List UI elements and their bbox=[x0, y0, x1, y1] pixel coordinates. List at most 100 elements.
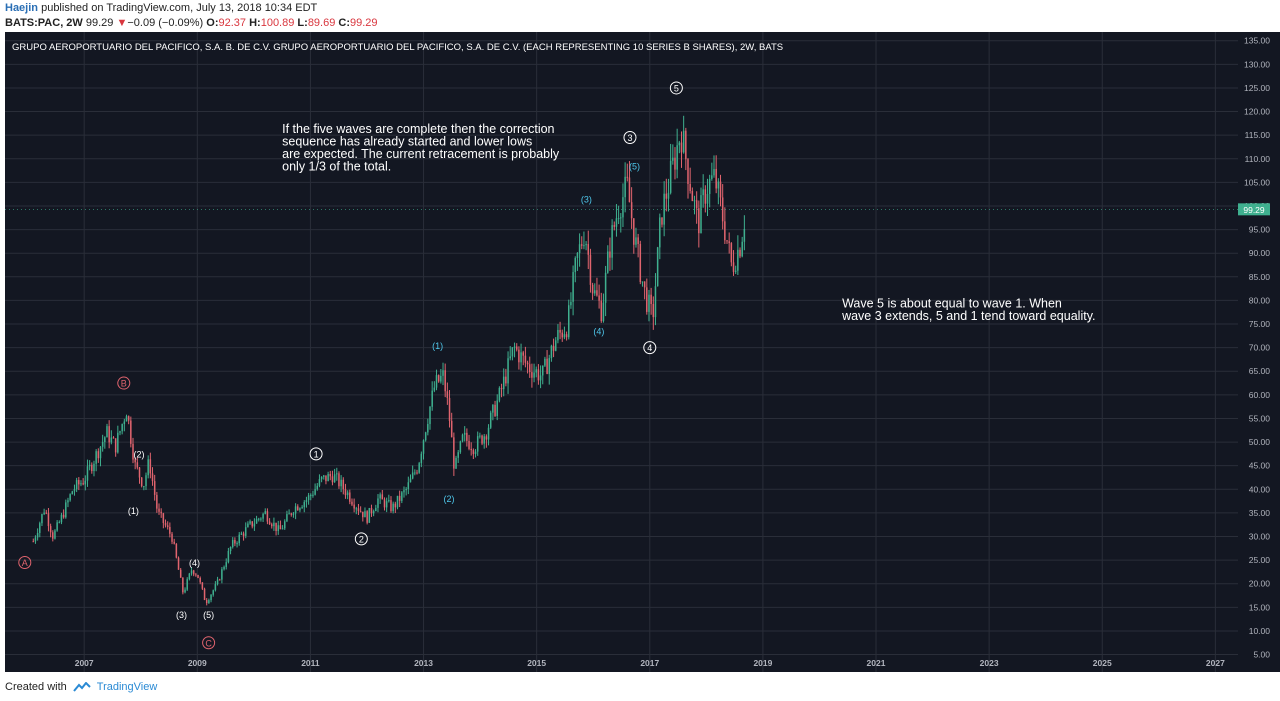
candle-body bbox=[253, 523, 256, 527]
candle-body bbox=[433, 387, 436, 391]
candle-body bbox=[156, 494, 158, 509]
chart-background bbox=[5, 32, 1238, 672]
candle-body bbox=[346, 492, 349, 496]
candle-body bbox=[62, 514, 65, 518]
price-tick-label: 95.00 bbox=[1249, 225, 1271, 235]
close-value: 99.29 bbox=[350, 17, 378, 29]
price-tick-label: 110.00 bbox=[1245, 154, 1271, 164]
wave-label-text: (4) bbox=[189, 558, 200, 568]
down-arrow-icon: ▼ bbox=[116, 17, 128, 29]
candle-body bbox=[197, 574, 199, 578]
candle-body bbox=[153, 481, 156, 495]
candle-body bbox=[242, 533, 245, 536]
low-value: 89.69 bbox=[307, 17, 336, 29]
candle-body bbox=[323, 475, 325, 477]
candle-body bbox=[125, 416, 128, 422]
candle-body bbox=[615, 218, 618, 227]
candle-body bbox=[743, 228, 746, 242]
candle-body bbox=[420, 453, 423, 464]
candle-body bbox=[179, 569, 182, 578]
wave-label-text: (4) bbox=[593, 327, 604, 337]
candle-body bbox=[450, 420, 453, 438]
wave-label-text: (1) bbox=[128, 506, 139, 516]
candle-body bbox=[461, 434, 464, 442]
chart-title: GRUPO AEROPORTUARIO DEL PACIFICO, S.A. B… bbox=[12, 42, 783, 53]
candle-body bbox=[483, 436, 485, 444]
candle-body bbox=[604, 272, 607, 303]
candle-body bbox=[299, 508, 301, 511]
candle-body bbox=[69, 494, 71, 501]
candle-body bbox=[405, 489, 407, 491]
candle-body bbox=[663, 193, 665, 225]
time-axis[interactable]: 2007 2009 2011 2013 2015 2017 2019 2021 2023 2025… bbox=[75, 658, 1225, 668]
open-label: O: bbox=[206, 17, 219, 29]
wave-label-circle bbox=[623, 131, 637, 145]
candle-body bbox=[199, 577, 201, 583]
candle-body bbox=[36, 532, 39, 538]
chart-area[interactable]: GRUPO AEROPORTUARIO DEL PACIFICO, S.A. B… bbox=[0, 32, 1280, 674]
price-axis[interactable]: 5.00 10.00 15.00 20.00 25.00 30.00 35.00 40.00 4… bbox=[1244, 36, 1270, 660]
candle-body bbox=[60, 514, 63, 523]
candle-body bbox=[186, 579, 188, 590]
annotation-text: sequence has already started and lower l… bbox=[282, 134, 532, 148]
author-link[interactable]: Haejin bbox=[5, 2, 39, 14]
publish-date: published on TradingView.com, July 13, 2… bbox=[41, 2, 318, 14]
candle-body bbox=[398, 495, 401, 501]
candle-body bbox=[82, 483, 84, 485]
candle-body bbox=[392, 503, 394, 512]
price-tick-label: 115.00 bbox=[1245, 130, 1271, 140]
candle-body bbox=[594, 290, 596, 294]
candle-body bbox=[581, 244, 583, 246]
candle-body bbox=[104, 437, 106, 443]
candle-body bbox=[264, 511, 267, 514]
candle-body bbox=[561, 332, 564, 338]
candle-body bbox=[134, 459, 136, 463]
price-tick-label: 5.00 bbox=[1253, 650, 1270, 660]
candle-body bbox=[203, 588, 206, 601]
candle-body bbox=[407, 482, 410, 490]
candle-body bbox=[136, 462, 139, 468]
candle-body bbox=[401, 492, 403, 501]
candle-body bbox=[173, 541, 175, 544]
candle-body bbox=[229, 546, 232, 552]
time-tick-label: 2025 bbox=[1093, 658, 1112, 668]
candle-body bbox=[550, 345, 553, 359]
tradingview-link[interactable]: TradingView bbox=[96, 681, 158, 693]
price-chart[interactable]: GRUPO AEROPORTUARIO DEL PACIFICO, S.A. B… bbox=[0, 32, 1280, 674]
time-tick-label: 2017 bbox=[640, 658, 659, 668]
candle-body bbox=[418, 463, 420, 473]
grid-lines bbox=[5, 32, 1238, 672]
wave-label-text: 1 bbox=[314, 449, 319, 459]
candle-body bbox=[214, 584, 217, 591]
candle-body bbox=[424, 432, 427, 441]
close-label: C: bbox=[338, 17, 351, 29]
candle-body bbox=[505, 376, 507, 384]
candle-body bbox=[359, 511, 362, 513]
last-price-badge-text: 99.29 bbox=[1243, 205, 1265, 215]
candle-body bbox=[552, 345, 555, 351]
candle-body bbox=[394, 503, 397, 508]
candle-body bbox=[535, 369, 537, 373]
candle-body bbox=[435, 375, 438, 388]
price-tick-label: 30.00 bbox=[1249, 532, 1271, 542]
wave-label-circle bbox=[117, 376, 131, 390]
candle-body bbox=[676, 145, 678, 170]
candle-body bbox=[396, 495, 399, 508]
candle-body bbox=[628, 177, 631, 203]
wave-label-text: 3 bbox=[627, 133, 632, 143]
candle-body bbox=[656, 247, 659, 287]
candle-body bbox=[470, 448, 472, 451]
candle-body bbox=[353, 504, 355, 509]
candle-body bbox=[93, 463, 95, 472]
candle-body bbox=[372, 511, 375, 514]
price-tick-label: 90.00 bbox=[1249, 248, 1271, 258]
candle-body bbox=[624, 176, 626, 198]
candle-body bbox=[463, 432, 466, 435]
candle-body bbox=[314, 489, 316, 495]
candle-body bbox=[611, 225, 613, 258]
candle-body bbox=[576, 252, 579, 258]
candle-body bbox=[312, 494, 314, 496]
candle-body bbox=[511, 347, 514, 357]
wave-label-circle bbox=[643, 341, 657, 355]
annotation-text: only 1/3 of the total. bbox=[282, 159, 391, 173]
